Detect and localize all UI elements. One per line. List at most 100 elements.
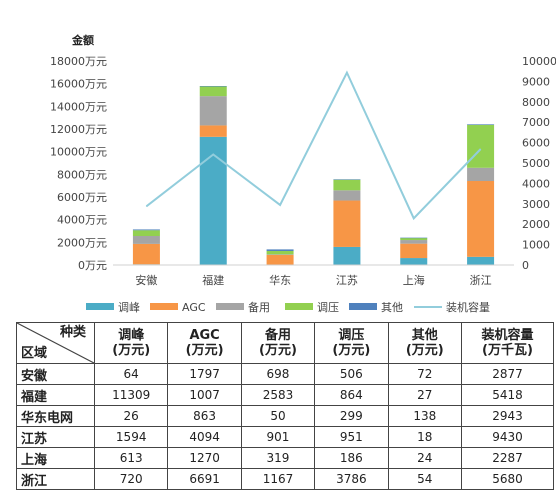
legend-label: 调压 (317, 301, 339, 314)
column-header: 装机容量 (万千瓦) (461, 322, 554, 364)
y-tick-label: 14000万元 (50, 100, 107, 113)
table-cell: 72 (387, 363, 463, 385)
table-cell: 50 (240, 405, 316, 427)
y2-tick-label: 8000 (522, 96, 550, 109)
line-point (145, 205, 147, 207)
y2-tick-label: 0 (522, 259, 529, 272)
row-region-label: 安徽 (16, 363, 95, 385)
column-header: 调峰 (万元) (93, 322, 169, 364)
table-cell: 18 (387, 426, 463, 448)
bar-segment-备用 (266, 254, 294, 255)
table-cell: 9430 (461, 426, 554, 448)
table-cell: 27 (387, 384, 463, 406)
legend-swatch (349, 303, 377, 310)
table-cell: 64 (93, 363, 169, 385)
column-header: 调压 (万元) (314, 322, 389, 364)
table-cell: 4094 (167, 426, 242, 448)
bar-segment-调峰 (400, 258, 428, 265)
line-point (212, 153, 214, 155)
table-cell: 1270 (167, 447, 242, 469)
x-category-label: 华东 (269, 273, 291, 287)
bar-segment-备用 (132, 235, 160, 244)
y-axis-title: 金额 (71, 33, 94, 47)
line-point (279, 204, 281, 206)
stacked-bar-line-chart: 金额 0万元 2000万元 4000万元 6000万元 8000万元 10000万元 120… (50, 33, 556, 314)
legend-swatch (86, 303, 114, 310)
x-axis-categories: 安徽 福建 华东 江苏 上海 浙江 (113, 264, 514, 287)
table-corner-cell: 种类 区域 (16, 322, 95, 364)
bar-segment-其他 (199, 86, 227, 87)
bar-segment-AGC (400, 243, 428, 259)
bar-segment-备用 (333, 190, 361, 201)
bar-segment-调峰 (467, 256, 495, 265)
bar-segment-AGC (333, 200, 361, 247)
legend: 调峰 AGC 备用 调压 其他 装机容量 (86, 300, 490, 314)
table-cell: 2943 (461, 405, 554, 427)
data-table: 种类 区域 调峰 (万元) AGC (万元) 备用 (万元) 调压 (万元) 其他 (万元… (16, 322, 554, 490)
line-series-group (145, 70, 482, 221)
x-category-label: 福建 (202, 273, 224, 287)
line-series-装机容量 (145, 70, 482, 221)
bar-segment-调压 (467, 124, 495, 168)
y2-tick-label: 5000 (522, 157, 550, 170)
row-region-label: 上海 (16, 447, 95, 469)
y-tick-label: 2000万元 (57, 236, 107, 249)
table-row: 上海 613 1270 319 186 24 2287 (16, 447, 554, 469)
line-point (413, 217, 415, 219)
bar-segment-其他 (266, 249, 294, 251)
y-tick-label: 6000万元 (57, 191, 107, 204)
y-tick-label: 8000万元 (57, 168, 107, 181)
y2-tick-label: 2000 (522, 218, 550, 231)
table-cell: 720 (93, 468, 169, 490)
table-cell: 2287 (461, 447, 554, 469)
bar-segment-调压 (333, 179, 361, 191)
x-category-label: 江苏 (336, 274, 358, 287)
column-header: 备用 (万元) (240, 322, 316, 364)
bar-segment-调压 (132, 230, 160, 236)
y-tick-label: 12000万元 (50, 123, 107, 136)
table-cell: 864 (314, 384, 389, 406)
table-cell: 2877 (461, 363, 554, 385)
y2-tick-label: 10000 (522, 55, 556, 68)
bar-segment-其他 (333, 179, 361, 180)
bar-segment-调压 (266, 250, 294, 255)
bar-segment-调压 (400, 237, 428, 241)
y2-tick-label: 3000 (522, 198, 550, 211)
y2-tick-label: 7000 (522, 116, 550, 129)
table-cell: 951 (314, 426, 389, 448)
table-cell: 138 (387, 405, 463, 427)
bar-segment-备用 (199, 96, 227, 126)
corner-diagonal (17, 323, 94, 363)
table-cell: 1167 (240, 468, 316, 490)
table-cell: 54 (387, 468, 463, 490)
table-cell: 698 (240, 363, 316, 385)
table-cell: 6691 (167, 468, 242, 490)
bar-segment-调压 (199, 86, 227, 97)
table-cell: 1797 (167, 363, 242, 385)
table-row: 浙江 720 6691 1167 3786 54 5680 (16, 468, 554, 490)
x-category-label: 浙江 (470, 274, 492, 287)
bar-segment-其他 (467, 124, 495, 125)
y-tick-label: 0万元 (78, 259, 107, 272)
table-cell: 5418 (461, 384, 554, 406)
bar-segment-备用 (400, 240, 428, 244)
bar-segment-AGC (199, 125, 227, 137)
bar-segment-AGC (132, 243, 160, 265)
line-point (480, 148, 482, 150)
table-cell: 26 (93, 405, 169, 427)
table-cell: 1594 (93, 426, 169, 448)
legend-swatch (216, 303, 244, 310)
table-row: 安徽 64 1797 698 506 72 2877 (16, 363, 554, 385)
legend-label: 调峰 (118, 301, 140, 314)
legend-swatch (150, 303, 178, 310)
y2-tick-label: 9000 (522, 75, 550, 88)
bar-segment-其他 (400, 237, 428, 239)
bar-segment-调峰 (333, 246, 361, 265)
legend-label: 装机容量 (446, 300, 490, 314)
column-header: 其他 (万元) (387, 322, 463, 364)
table-cell: 11309 (93, 384, 169, 406)
table-row: 福建 11309 1007 2583 864 27 5418 (16, 384, 554, 406)
bar-segment-备用 (467, 167, 495, 182)
table-cell: 186 (314, 447, 389, 469)
line-point (346, 72, 348, 74)
